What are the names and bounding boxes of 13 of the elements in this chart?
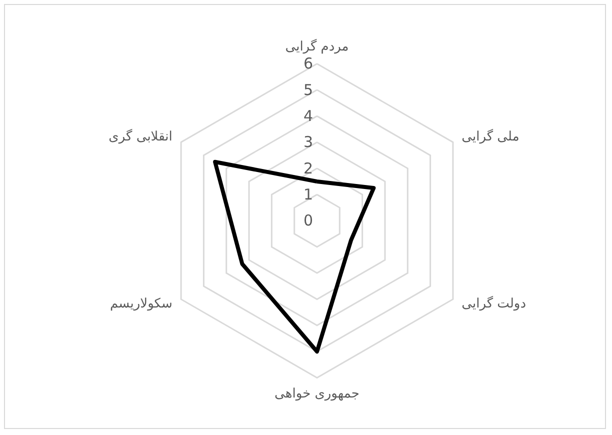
y-tick-label: 3	[303, 133, 313, 152]
y-tick-label: 4	[303, 107, 313, 126]
spoke-label: مردم گرایی	[285, 38, 349, 55]
spoke-label: سکولاریسم	[110, 296, 172, 312]
spoke-label: جمهوری خواهی	[274, 386, 360, 402]
spoke-label: دولت گرایی	[462, 296, 526, 312]
spoke-label: ملی گرایی	[462, 128, 520, 145]
spoke-label: انقلابی گری	[108, 128, 172, 145]
y-tick-label: 1	[303, 186, 313, 204]
y-tick-label: 2	[303, 159, 313, 178]
y-tick-label: 6	[303, 54, 313, 73]
y-tick-label: 5	[303, 80, 313, 99]
y-tick-label: 0	[303, 212, 313, 230]
